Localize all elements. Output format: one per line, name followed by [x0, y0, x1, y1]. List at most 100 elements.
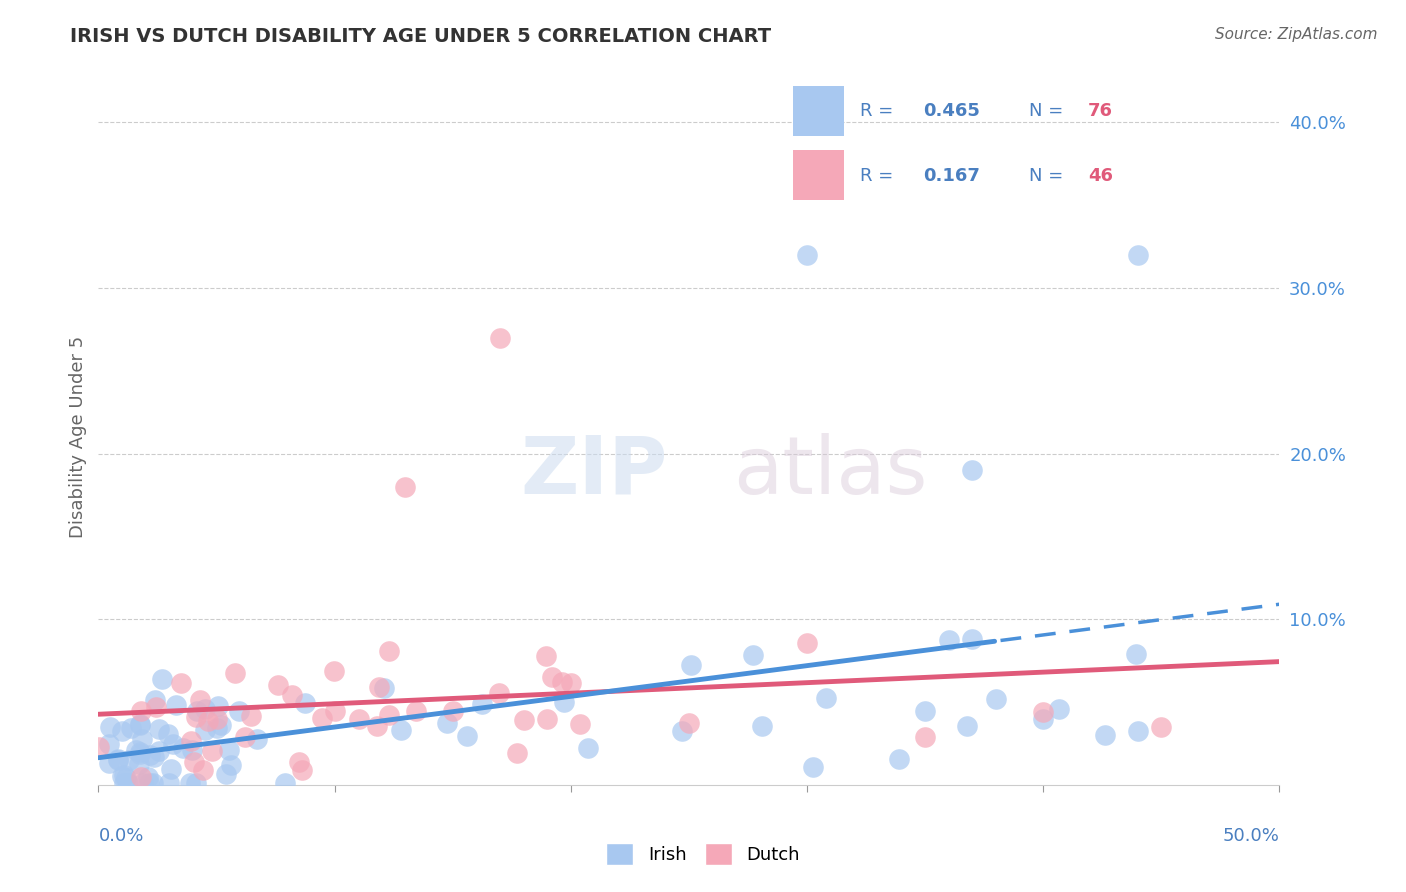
- Point: [218, 743, 240, 757]
- Point: [512, 713, 534, 727]
- Point: [194, 702, 217, 716]
- Point: [984, 692, 1007, 706]
- Point: [956, 719, 979, 733]
- Point: [405, 704, 427, 718]
- Point: [553, 695, 575, 709]
- Point: [107, 751, 129, 765]
- Point: [180, 733, 202, 747]
- Legend: Irish, Dutch: Irish, Dutch: [598, 834, 808, 874]
- Point: [165, 698, 187, 713]
- Point: [98, 737, 121, 751]
- Point: [160, 762, 183, 776]
- Text: 50.0%: 50.0%: [1223, 827, 1279, 845]
- Point: [117, 776, 139, 790]
- Point: [112, 776, 135, 790]
- Point: [125, 743, 148, 757]
- Text: 0.167: 0.167: [922, 167, 980, 185]
- Point: [368, 680, 391, 694]
- Text: 46: 46: [1088, 167, 1114, 185]
- Point: [207, 712, 229, 726]
- Point: [246, 732, 269, 747]
- Point: [681, 658, 703, 673]
- Point: [145, 693, 167, 707]
- Point: [742, 648, 765, 662]
- Point: [170, 676, 193, 690]
- Point: [1047, 701, 1070, 715]
- Point: [489, 331, 512, 345]
- Point: [87, 739, 110, 754]
- Point: [194, 723, 217, 738]
- Point: [148, 723, 170, 737]
- Point: [887, 752, 910, 766]
- Text: N =: N =: [1029, 167, 1069, 185]
- Point: [156, 727, 179, 741]
- Point: [576, 741, 599, 756]
- Point: [471, 697, 494, 711]
- Point: [436, 716, 458, 731]
- Point: [191, 763, 214, 777]
- Point: [128, 717, 150, 731]
- Point: [378, 644, 401, 658]
- Point: [389, 723, 412, 738]
- Point: [534, 649, 557, 664]
- Point: [671, 724, 693, 739]
- Point: [281, 689, 304, 703]
- Point: [131, 731, 153, 746]
- Point: [184, 776, 207, 790]
- Text: 0.0%: 0.0%: [98, 827, 143, 845]
- Point: [205, 722, 228, 736]
- Point: [228, 704, 250, 718]
- Point: [962, 463, 984, 477]
- Point: [801, 760, 824, 774]
- Point: [294, 696, 316, 710]
- Point: [172, 741, 194, 756]
- Point: [111, 724, 134, 739]
- Point: [273, 776, 295, 790]
- Point: [287, 755, 309, 769]
- Point: [111, 769, 134, 783]
- Point: [128, 717, 150, 731]
- Point: [186, 705, 208, 719]
- Point: [139, 747, 162, 762]
- Point: [136, 770, 159, 784]
- Point: [815, 691, 838, 706]
- Point: [796, 248, 818, 262]
- Point: [1126, 248, 1149, 262]
- Point: [183, 756, 205, 770]
- Point: [1126, 723, 1149, 738]
- Point: [129, 704, 152, 718]
- Point: [541, 670, 564, 684]
- Point: [678, 716, 700, 731]
- Point: [488, 685, 510, 699]
- Point: [551, 674, 574, 689]
- Point: [120, 721, 142, 735]
- Point: [1094, 728, 1116, 742]
- Point: [97, 756, 120, 771]
- Point: [962, 632, 984, 646]
- Point: [142, 776, 165, 790]
- Point: [1032, 712, 1054, 726]
- Point: [129, 745, 152, 759]
- Point: [323, 704, 346, 718]
- Point: [239, 708, 262, 723]
- Point: [112, 767, 135, 781]
- Point: [98, 720, 121, 734]
- Point: [1150, 720, 1173, 734]
- Point: [456, 729, 478, 743]
- Point: [107, 754, 129, 768]
- Text: ZIP: ZIP: [520, 433, 668, 511]
- Bar: [793, 150, 844, 200]
- Point: [117, 753, 139, 767]
- Point: [207, 699, 229, 714]
- Point: [349, 712, 371, 726]
- Text: IRISH VS DUTCH DISABILITY AGE UNDER 5 CORRELATION CHART: IRISH VS DUTCH DISABILITY AGE UNDER 5 CO…: [70, 27, 772, 45]
- Point: [209, 718, 232, 732]
- Point: [366, 719, 388, 733]
- Point: [201, 743, 224, 757]
- Y-axis label: Disability Age Under 5: Disability Age Under 5: [69, 336, 87, 538]
- Text: atlas: atlas: [734, 433, 928, 511]
- Text: 76: 76: [1088, 103, 1114, 120]
- Point: [157, 776, 180, 790]
- Point: [569, 717, 592, 731]
- Point: [132, 776, 155, 790]
